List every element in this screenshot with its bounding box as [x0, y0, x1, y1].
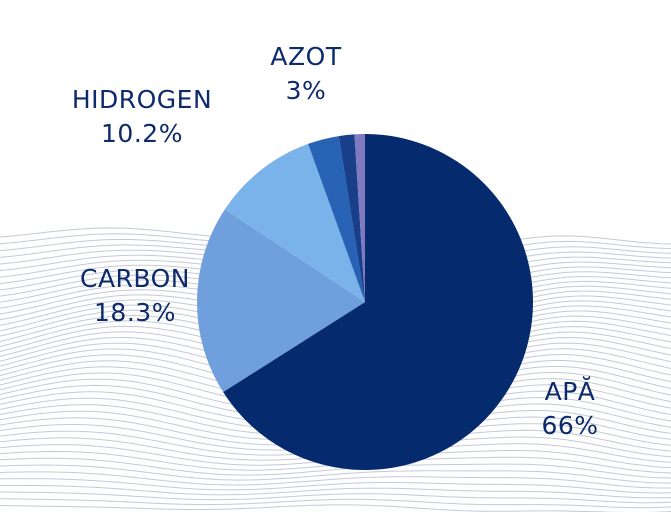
- label-carbon-value: 18.3%: [94, 298, 176, 327]
- label-azot-value: 3%: [285, 76, 327, 105]
- label-apa-name: APĂ: [544, 377, 596, 406]
- wave-line: [0, 471, 671, 489]
- wave-line: [0, 498, 671, 509]
- label-carbon-name: CARBON: [79, 264, 191, 293]
- wave-line: [0, 464, 671, 484]
- wave-line: [0, 478, 671, 494]
- label-hidrogen-value: 10.2%: [101, 119, 183, 148]
- pie-slice-carbon: [196, 209, 365, 393]
- label-apa: APĂ 66%: [520, 375, 620, 443]
- wave-line: [0, 504, 671, 512]
- pie-slice-azot: [308, 136, 365, 302]
- pie-slices: [196, 134, 533, 470]
- pie-slice-other-2: [354, 134, 365, 302]
- pie-slice-hidrogen: [224, 143, 365, 302]
- label-azot-name: AZOT: [270, 42, 342, 71]
- pie-slice-other-1: [338, 134, 365, 302]
- wave-line: [0, 491, 671, 504]
- label-azot: AZOT 3%: [246, 40, 366, 108]
- pie-slice-ap-: [223, 134, 533, 470]
- label-hidrogen: HIDROGEN 10.2%: [52, 83, 232, 151]
- wave-line: [0, 484, 671, 499]
- label-apa-value: 66%: [541, 411, 599, 440]
- label-carbon: CARBON 18.3%: [55, 262, 215, 330]
- label-hidrogen-name: HIDROGEN: [71, 85, 213, 114]
- wave-line: [0, 457, 671, 479]
